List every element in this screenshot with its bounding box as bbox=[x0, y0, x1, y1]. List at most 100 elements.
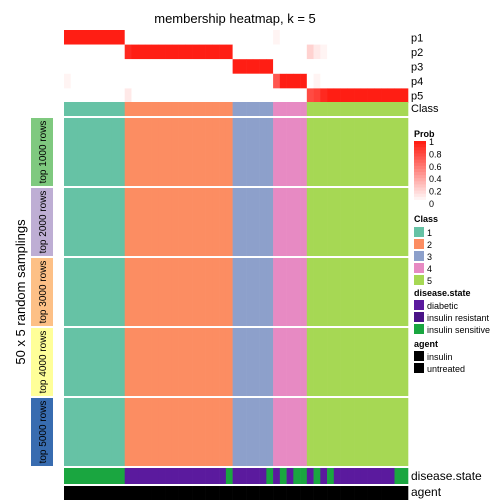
membership-cell bbox=[70, 30, 78, 45]
sampling-cell bbox=[293, 188, 301, 256]
membership-cell bbox=[171, 73, 179, 89]
sampling-cell bbox=[104, 188, 112, 256]
membership-cell bbox=[300, 88, 308, 103]
sampling-cell bbox=[252, 188, 260, 256]
disease-state-cell bbox=[293, 468, 301, 484]
membership-cell bbox=[340, 30, 348, 45]
membership-cell bbox=[212, 88, 220, 103]
agent-cell bbox=[131, 486, 139, 500]
membership-cell bbox=[225, 59, 233, 74]
membership-cell bbox=[178, 73, 186, 89]
legend-prob-gradient-step bbox=[414, 187, 426, 191]
membership-cell bbox=[124, 44, 132, 60]
legend-agent-label: insulin bbox=[427, 352, 453, 362]
sampling-cell bbox=[367, 398, 375, 466]
membership-cell bbox=[354, 44, 362, 60]
membership-cell bbox=[178, 88, 186, 103]
membership-cell bbox=[381, 44, 389, 60]
sampling-cell bbox=[347, 258, 355, 326]
membership-cell bbox=[64, 44, 72, 60]
bottom-annotation-label: agent bbox=[411, 485, 442, 499]
legend-prob-tick: 0.8 bbox=[429, 149, 442, 159]
sampling-cell bbox=[239, 118, 247, 186]
membership-cell bbox=[266, 73, 274, 89]
sampling-cell bbox=[185, 258, 193, 326]
membership-cell bbox=[327, 30, 335, 45]
membership-cell bbox=[205, 44, 213, 60]
membership-cell bbox=[70, 59, 78, 74]
sampling-cell bbox=[279, 328, 287, 396]
sampling-cell bbox=[286, 398, 294, 466]
disease-state-cell bbox=[104, 468, 112, 484]
membership-cell bbox=[111, 59, 119, 74]
sampling-cell bbox=[313, 398, 321, 466]
sampling-cell bbox=[232, 398, 240, 466]
sampling-block-label: top 3000 rows bbox=[38, 261, 49, 324]
sampling-cell bbox=[306, 118, 314, 186]
disease-state-cell bbox=[138, 468, 146, 484]
membership-cell bbox=[84, 59, 92, 74]
disease-state-cell bbox=[90, 468, 99, 484]
legend-class-swatch bbox=[414, 275, 424, 285]
sampling-cell bbox=[306, 328, 314, 396]
disease-state-cell bbox=[117, 468, 126, 484]
agent-cell bbox=[90, 486, 99, 500]
disease-state-cell bbox=[333, 468, 341, 484]
sampling-cell bbox=[273, 188, 281, 256]
membership-cell bbox=[273, 59, 281, 74]
sampling-cell bbox=[273, 328, 281, 396]
membership-cell bbox=[286, 88, 294, 103]
membership-cell bbox=[387, 30, 395, 45]
sampling-cell bbox=[97, 398, 105, 466]
sampling-cell bbox=[252, 118, 260, 186]
legend-prob-tick: 0.6 bbox=[429, 162, 442, 172]
sampling-cell bbox=[360, 328, 368, 396]
sampling-cell bbox=[306, 258, 314, 326]
legend-prob-gradient-step bbox=[414, 141, 426, 145]
legend-disease-state-label: insulin resistant bbox=[427, 313, 490, 323]
sampling-cell bbox=[124, 258, 132, 326]
sampling-cell bbox=[158, 258, 166, 326]
sampling-cell bbox=[219, 398, 227, 466]
membership-cell bbox=[286, 59, 294, 74]
sampling-cell bbox=[158, 398, 166, 466]
sampling-cell bbox=[286, 188, 294, 256]
membership-cell bbox=[340, 73, 348, 89]
sampling-cell bbox=[84, 258, 92, 326]
agent-cell bbox=[104, 486, 112, 500]
sampling-cell bbox=[198, 188, 206, 256]
membership-cell bbox=[151, 30, 159, 45]
sampling-cell bbox=[124, 328, 132, 396]
sampling-cell bbox=[246, 398, 254, 466]
membership-cell bbox=[185, 88, 193, 103]
membership-cell bbox=[279, 44, 287, 60]
sampling-cell bbox=[320, 118, 328, 186]
class-cell bbox=[381, 102, 389, 116]
sampling-cell bbox=[259, 258, 267, 326]
membership-cell bbox=[239, 88, 247, 103]
sampling-cell bbox=[293, 118, 301, 186]
sampling-cell bbox=[239, 328, 247, 396]
sampling-cell bbox=[219, 118, 227, 186]
class-cell bbox=[333, 102, 341, 116]
sampling-cell bbox=[185, 188, 193, 256]
sampling-cell bbox=[138, 188, 146, 256]
class-cell bbox=[138, 102, 146, 116]
sampling-cell bbox=[320, 398, 328, 466]
class-cell bbox=[192, 102, 200, 116]
sampling-cell bbox=[111, 398, 119, 466]
class-cell bbox=[97, 102, 105, 116]
membership-cell bbox=[151, 73, 159, 89]
membership-cell bbox=[225, 30, 233, 45]
class-cell bbox=[259, 102, 267, 116]
class-cell bbox=[273, 102, 281, 116]
sampling-cell bbox=[252, 398, 260, 466]
disease-state-cell bbox=[387, 468, 395, 484]
sampling-cell bbox=[401, 398, 409, 466]
sampling-cell bbox=[178, 398, 186, 466]
legend-disease-state-swatch bbox=[414, 300, 424, 310]
sampling-cell bbox=[165, 398, 173, 466]
agent-cell bbox=[279, 486, 287, 500]
sampling-cell bbox=[394, 328, 402, 396]
membership-cell bbox=[165, 59, 173, 74]
